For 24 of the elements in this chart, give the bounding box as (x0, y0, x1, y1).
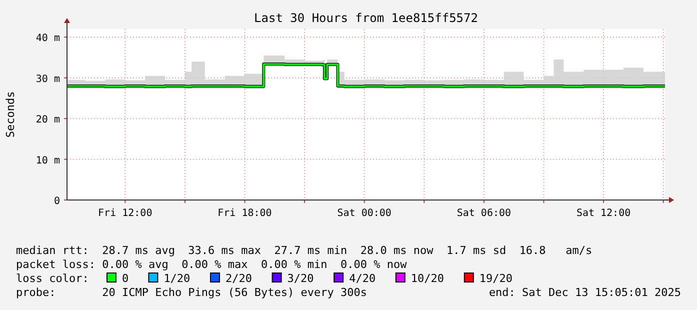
text: median rtt: 28.7 ms avg 33.6 ms max 27.7 ms min 28.0 ms now 1.7 ms sd 16.8 am/s (16, 244, 592, 257)
y-axis-title: Seconds (4, 91, 17, 138)
x-tick-label: Sat 06:00 (456, 208, 512, 219)
legend-label: 0 (122, 272, 129, 285)
x-tick-label: Fri 18:00 (218, 208, 272, 219)
y-tick-label: 0 (54, 196, 60, 207)
y-tick-label: 30 m (36, 74, 60, 85)
y-tick-label: 40 m (36, 33, 60, 44)
legend-label: 4/20 (349, 272, 376, 285)
x-tick-label: Sat 12:00 (576, 208, 631, 219)
legend-label: 3/20 (287, 272, 314, 285)
legend-label: 2/20 (226, 272, 252, 285)
x-tick-label: Sat 00:00 (337, 208, 392, 219)
x-tick-label: Fri 12:00 (98, 208, 152, 219)
chart-title: Last 30 Hours from 1ee815ff5572 (254, 11, 478, 25)
text: end: Sat Dec 13 15:05:01 2025 (488, 286, 681, 299)
text: packet loss: 0.00 % avg 0.00 % max 0.00 % min 0.00 % now (16, 258, 408, 271)
legend-title: loss color: (16, 272, 89, 285)
legend-label: 1/20 (164, 272, 190, 285)
text: probe: 20 ICMP Echo Pings (56 Bytes) every 300s (16, 286, 367, 299)
y-tick-label: 10 m (36, 155, 60, 166)
legend-label: 19/20 (479, 272, 513, 285)
y-tick-label: 20 m (36, 114, 60, 126)
legend-label: 10/20 (410, 272, 444, 285)
